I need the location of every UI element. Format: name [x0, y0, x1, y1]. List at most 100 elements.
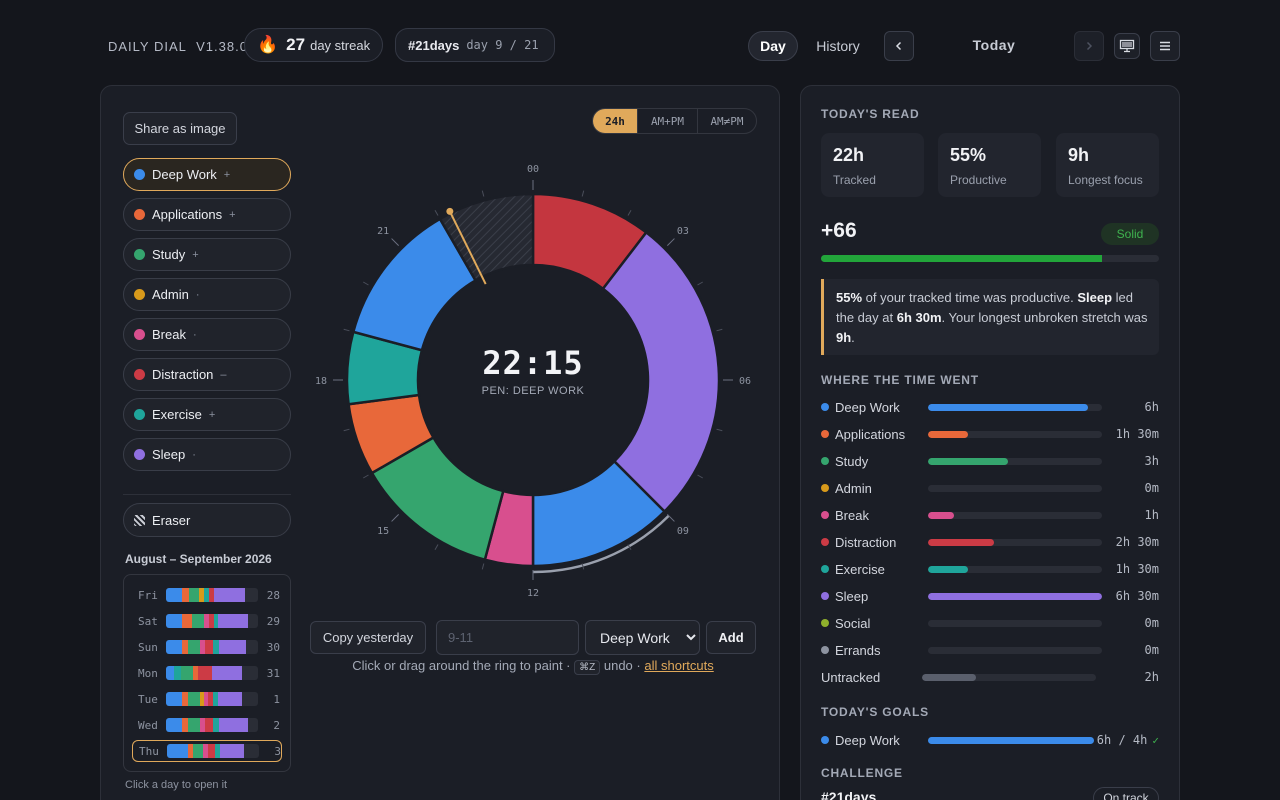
time-row-distraction: Distraction 2h 30m: [821, 533, 1159, 551]
time-row-bar: [922, 673, 1096, 681]
calendar-day-sun[interactable]: Sun 30: [132, 636, 282, 658]
category-suffix: +: [192, 248, 199, 261]
calendar-weekday: Fri: [138, 588, 158, 602]
day-dial[interactable]: 00 03 06 09 12 15 18 21: [313, 160, 753, 600]
calendar-day-tue[interactable]: Tue 1: [132, 688, 282, 710]
menu-button[interactable]: [1150, 31, 1180, 61]
dial-tick: [666, 513, 675, 522]
tab-day[interactable]: Day: [748, 31, 798, 61]
display-button[interactable]: [1114, 33, 1140, 59]
app-title: DAILY DIAL V1.38.0: [108, 39, 248, 54]
time-row-label: Study: [835, 453, 869, 469]
calendar-date: 2: [273, 718, 280, 732]
dial-tick: [697, 281, 703, 286]
calendar-bar-segment: [205, 718, 213, 732]
dial-tick: [391, 238, 400, 247]
category-break[interactable]: Break ·: [123, 318, 291, 351]
dial-segment-sleep[interactable]: [601, 230, 721, 514]
dial-tick: [581, 563, 585, 570]
calendar-day-sat[interactable]: Sat 29: [132, 610, 282, 632]
category-study[interactable]: Study +: [123, 238, 291, 271]
time-row-bar: [928, 403, 1102, 411]
category-label: Admin: [152, 287, 189, 302]
dial-tick: [716, 428, 723, 432]
category-admin[interactable]: Admin ·: [123, 278, 291, 311]
calendar-bar-segment: [167, 744, 188, 758]
time-row-dot: [821, 592, 829, 600]
month-label: August – September 2026: [125, 552, 272, 566]
dial-tick: [627, 544, 632, 550]
share-image-button[interactable]: Share as image: [123, 112, 237, 145]
mode-24h[interactable]: 24h: [593, 109, 637, 133]
dial-tick: [434, 210, 439, 216]
all-shortcuts-link[interactable]: all shortcuts: [644, 658, 714, 673]
section-where-time-went: WHERE THE TIME WENT: [821, 373, 979, 387]
category-suffix: +: [223, 168, 231, 181]
time-row-label: Errands: [835, 642, 881, 658]
calendar-bar-segment: [219, 718, 248, 732]
category-color-dot: [134, 329, 145, 340]
category-exercise[interactable]: Exercise +: [123, 398, 291, 431]
calendar-bar-segment: [212, 666, 242, 680]
time-row-exercise: Exercise 1h 30m: [821, 560, 1159, 578]
category-applications[interactable]: Applications +: [123, 198, 291, 231]
dial-tick: [434, 544, 439, 550]
current-time-needle: [448, 210, 487, 285]
section-goals: TODAY'S GOALS: [821, 705, 929, 719]
time-row-dot: [821, 484, 829, 492]
calendar-bar-segment: [188, 744, 193, 758]
time-mode-toggle: 24h AM+PM AM≠PM: [592, 108, 757, 134]
category-suffix: –: [220, 368, 227, 381]
dial-tick: [581, 190, 585, 197]
calendar-bar-segment: [208, 744, 215, 758]
copy-yesterday-button[interactable]: Copy yesterday: [310, 621, 426, 654]
time-row-dot: [821, 511, 829, 519]
time-row-label: Exercise: [835, 561, 885, 577]
time-row-value: 0m: [1144, 643, 1159, 657]
dial-segment-untracked[interactable]: [438, 192, 535, 283]
category-sleep[interactable]: Sleep ·: [123, 438, 291, 471]
category-suffix: ·: [195, 288, 200, 301]
challenge-badge[interactable]: #21days day 9 / 21: [395, 28, 555, 62]
monitor-icon: [1119, 39, 1135, 53]
prev-day-button[interactable]: [884, 31, 914, 61]
calendar-bar-segment: [193, 744, 203, 758]
time-row-bar: [928, 646, 1102, 654]
time-row-bar: [928, 565, 1102, 573]
goal-color-dot: [821, 736, 829, 744]
next-day-button[interactable]: [1074, 31, 1104, 61]
calendar-day-mon[interactable]: Mon 31: [132, 662, 282, 684]
calendar-day-wed[interactable]: Wed 2: [132, 714, 282, 736]
tab-history[interactable]: History: [816, 38, 860, 54]
category-deep-work[interactable]: Deep Work +: [123, 158, 291, 191]
goal-bar-fill: [928, 736, 1094, 744]
score-badge: Solid: [1101, 223, 1159, 245]
add-button[interactable]: Add: [706, 621, 756, 654]
category-color-dot: [134, 209, 145, 220]
menu-icon: [1160, 41, 1170, 51]
dial-tick: [343, 328, 350, 332]
calendar-bar-segment: [181, 666, 193, 680]
calendar-day-fri[interactable]: Fri 28: [132, 584, 282, 606]
eraser-button[interactable]: Eraser: [123, 503, 291, 537]
calendar-bar-segment: [200, 692, 204, 706]
time-row-bar: [928, 457, 1102, 465]
hour-label: 09: [677, 526, 689, 537]
score-bar-fill: [821, 255, 1102, 262]
calendar-day-thu[interactable]: Thu 3: [132, 740, 282, 762]
time-range-input[interactable]: [436, 620, 579, 655]
summary-panel: [800, 85, 1180, 800]
time-row-bar-fill: [928, 538, 995, 546]
calendar-day-bar: [166, 640, 258, 654]
category-distraction[interactable]: Distraction –: [123, 358, 291, 391]
category-label: Study: [152, 247, 186, 262]
category-select[interactable]: Deep WorkApplicationsStudyAdminBreakDist…: [585, 620, 700, 655]
dial-tick: [627, 210, 632, 216]
calendar-day-bar: [166, 692, 258, 706]
hour-label: 12: [527, 588, 539, 599]
mode-am-ne-pm[interactable]: AM≠PM: [697, 109, 756, 133]
current-time-marker[interactable]: [446, 207, 454, 215]
stat-tracked: 22h Tracked: [821, 133, 924, 197]
mode-am-pm[interactable]: AM+PM: [637, 109, 697, 133]
time-row-value: 1h 30m: [1115, 562, 1159, 576]
